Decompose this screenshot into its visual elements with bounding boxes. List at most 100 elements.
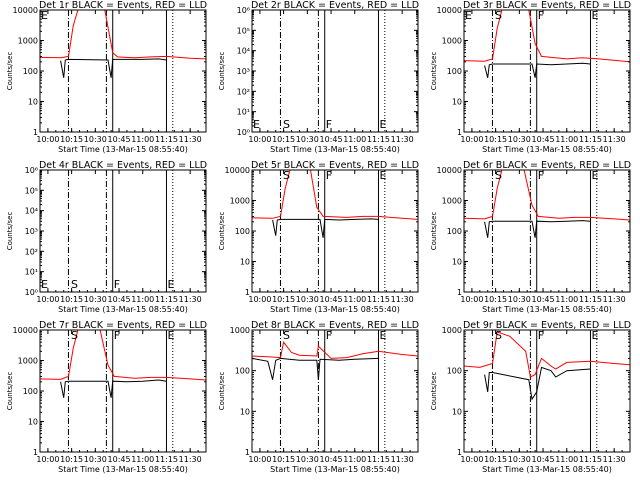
x-tick-label: 10:00 [248,455,271,464]
x-tick-label: 10:00 [460,295,483,304]
x-tick-label: 10:15 [484,135,507,144]
segment-marker-f: F [538,9,544,22]
y-tick-label: 100 [23,67,38,76]
series-line-black [484,366,591,401]
x-tick-label: 11:15 [155,455,178,464]
x-tick-label: 10:15 [60,455,83,464]
y-tick-label: 100 [235,367,250,376]
series-line-red [464,10,630,63]
y-axis-label: Counts/sec [218,212,226,251]
x-tick-label: 11:30 [391,135,414,144]
y-tick-label: 10³ [237,67,250,76]
x-tick-label: 11:15 [367,455,390,464]
segment-marker-e: E [253,118,260,131]
segment-marker-s: S [283,329,290,342]
segment-marker-f: F [326,169,332,182]
x-tick-label: 10:30 [508,295,531,304]
segment-marker-s: S [495,169,502,182]
x-tick-label: 10:30 [84,455,107,464]
x-tick-label: 10:15 [60,135,83,144]
y-tick-label: 10¹ [237,108,250,117]
y-tick-label: 1000 [230,197,250,206]
y-tick-label: 10⁵ [237,26,250,35]
chart-title: Det 7r BLACK = Events, RED = LLD [39,320,207,331]
y-tick-label: 10⁴ [25,207,38,216]
y-tick-label: 10 [28,98,38,107]
x-tick-label: 11:00 [343,295,366,304]
x-tick-label: 11:15 [155,295,178,304]
x-tick-label: 11:30 [603,135,626,144]
y-tick-label: 10 [452,258,462,267]
y-tick-label: 10000 [437,6,462,15]
x-axis-label: Start Time (13-Mar-15 08:55:40) [58,145,188,154]
x-tick-label: 11:00 [131,295,154,304]
y-tick-label: 10 [452,98,462,107]
x-tick-label: 11:30 [179,135,202,144]
x-tick-label: 10:30 [296,135,319,144]
x-tick-label: 10:30 [508,455,531,464]
y-tick-label: 100 [447,67,462,76]
x-axis-label: Start Time (13-Mar-15 08:55:40) [482,305,612,314]
x-axis-label: Start Time (13-Mar-15 08:55:40) [270,145,400,154]
segment-marker-e: E [41,278,48,291]
plot-frame [39,329,207,453]
y-tick-label: 10 [28,418,38,427]
y-axis-label: Counts/sec [430,52,438,91]
series-line-red [40,10,206,60]
plot-frame [463,329,631,453]
chart-title: Det 6r BLACK = Events, RED = LLD [463,160,631,171]
x-tick-label: 11:30 [179,455,202,464]
x-tick-label: 11:30 [391,455,414,464]
series-line-black [484,220,591,238]
segment-marker-f: F [326,329,332,342]
x-tick-label: 11:30 [603,455,626,464]
y-tick-label: 1000 [442,197,462,206]
y-tick-label: 1 [457,288,462,297]
y-tick-label: 10000 [13,6,38,15]
x-tick-label: 10:45 [108,455,131,464]
y-axis-label: Counts/sec [6,52,14,91]
y-tick-label: 1 [245,448,250,457]
x-tick-label: 11:00 [131,135,154,144]
x-axis-label: Start Time (13-Mar-15 08:55:40) [270,465,400,474]
y-axis-label: Counts/sec [6,212,14,251]
y-tick-label: 1 [457,128,462,137]
y-tick-label: 100 [447,367,462,376]
segment-marker-e: E [465,9,472,22]
y-tick-label: 1000 [18,37,38,46]
plot-frame [39,169,207,293]
y-tick-label: 1000 [18,357,38,366]
segment-marker-f: F [538,329,544,342]
y-tick-label: 10² [25,247,38,256]
x-tick-label: 11:15 [579,455,602,464]
y-tick-label: 10000 [437,166,462,175]
chart-title: Det 1r BLACK = Events, RED = LLD [39,0,207,11]
x-tick-label: 10:45 [108,135,131,144]
x-tick-label: 10:45 [532,135,555,144]
x-tick-label: 10:45 [320,295,343,304]
y-axis-label: Counts/sec [218,372,226,411]
segment-marker-f: F [326,118,332,131]
segment-marker-s: S [495,9,502,22]
x-tick-label: 10:15 [60,295,83,304]
y-axis-label: Counts/sec [6,372,14,411]
chart-title: Det 8r BLACK = Events, RED = LLD [251,320,419,331]
segment-marker-f: F [114,329,120,342]
y-tick-label: 1 [33,448,38,457]
segment-marker-e: E [379,118,386,131]
y-tick-label: 10 [240,258,250,267]
x-tick-label: 10:45 [108,295,131,304]
y-tick-label: 100 [23,387,38,396]
y-tick-label: 1000 [230,326,250,335]
x-tick-label: 10:00 [248,295,271,304]
x-tick-label: 11:30 [603,295,626,304]
x-tick-label: 11:15 [155,135,178,144]
plot-frame [463,169,631,293]
x-tick-label: 10:30 [296,295,319,304]
segment-marker-e: E [379,169,386,182]
x-tick-label: 11:15 [579,295,602,304]
